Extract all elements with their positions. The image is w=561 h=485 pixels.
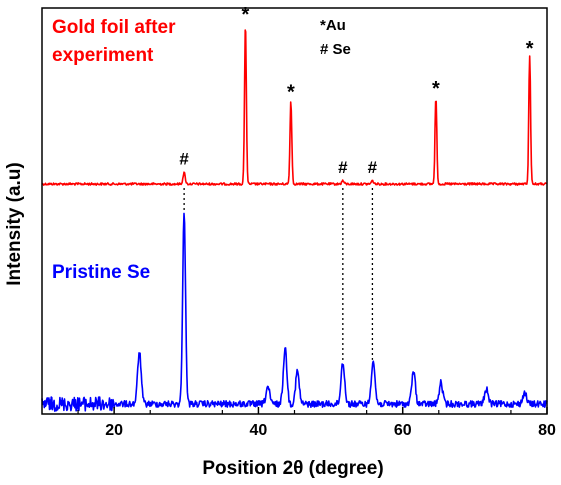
x-tick-label: 80 — [538, 422, 556, 439]
au-peak-marker: * — [526, 38, 534, 60]
au-peak-marker: * — [242, 4, 250, 26]
guide-lines — [183, 188, 374, 362]
legend-au: *Au — [320, 17, 346, 34]
x-tick-label: 40 — [250, 422, 268, 439]
se-peak-marker: # — [338, 158, 348, 177]
au-peak-marker: * — [432, 78, 440, 100]
au-peak-marker: * — [287, 81, 295, 103]
x-tick-label: 60 — [394, 422, 412, 439]
plot-frame — [41, 7, 548, 415]
series-layer — [41, 29, 548, 412]
series-label-pristine: Pristine Se — [52, 262, 150, 283]
series-label-gold-line1: Gold foil after — [52, 17, 176, 38]
x-ticks: 20 40 60 80 — [77, 407, 556, 439]
se-peak-marker: # — [368, 158, 378, 177]
legend-se: # Se — [320, 41, 351, 58]
y-axis-label: Intensity (a.u) — [4, 162, 25, 286]
x-tick-label: 20 — [105, 422, 123, 439]
peak-markers: # * * # # * * — [179, 4, 533, 177]
series-line-pristine-se — [41, 212, 548, 412]
series-line-gold-foil — [41, 29, 548, 186]
x-axis-label: Position 2θ (degree) — [202, 458, 383, 479]
se-peak-marker: # — [179, 150, 189, 169]
series-label-gold-line2: experiment — [52, 45, 154, 66]
